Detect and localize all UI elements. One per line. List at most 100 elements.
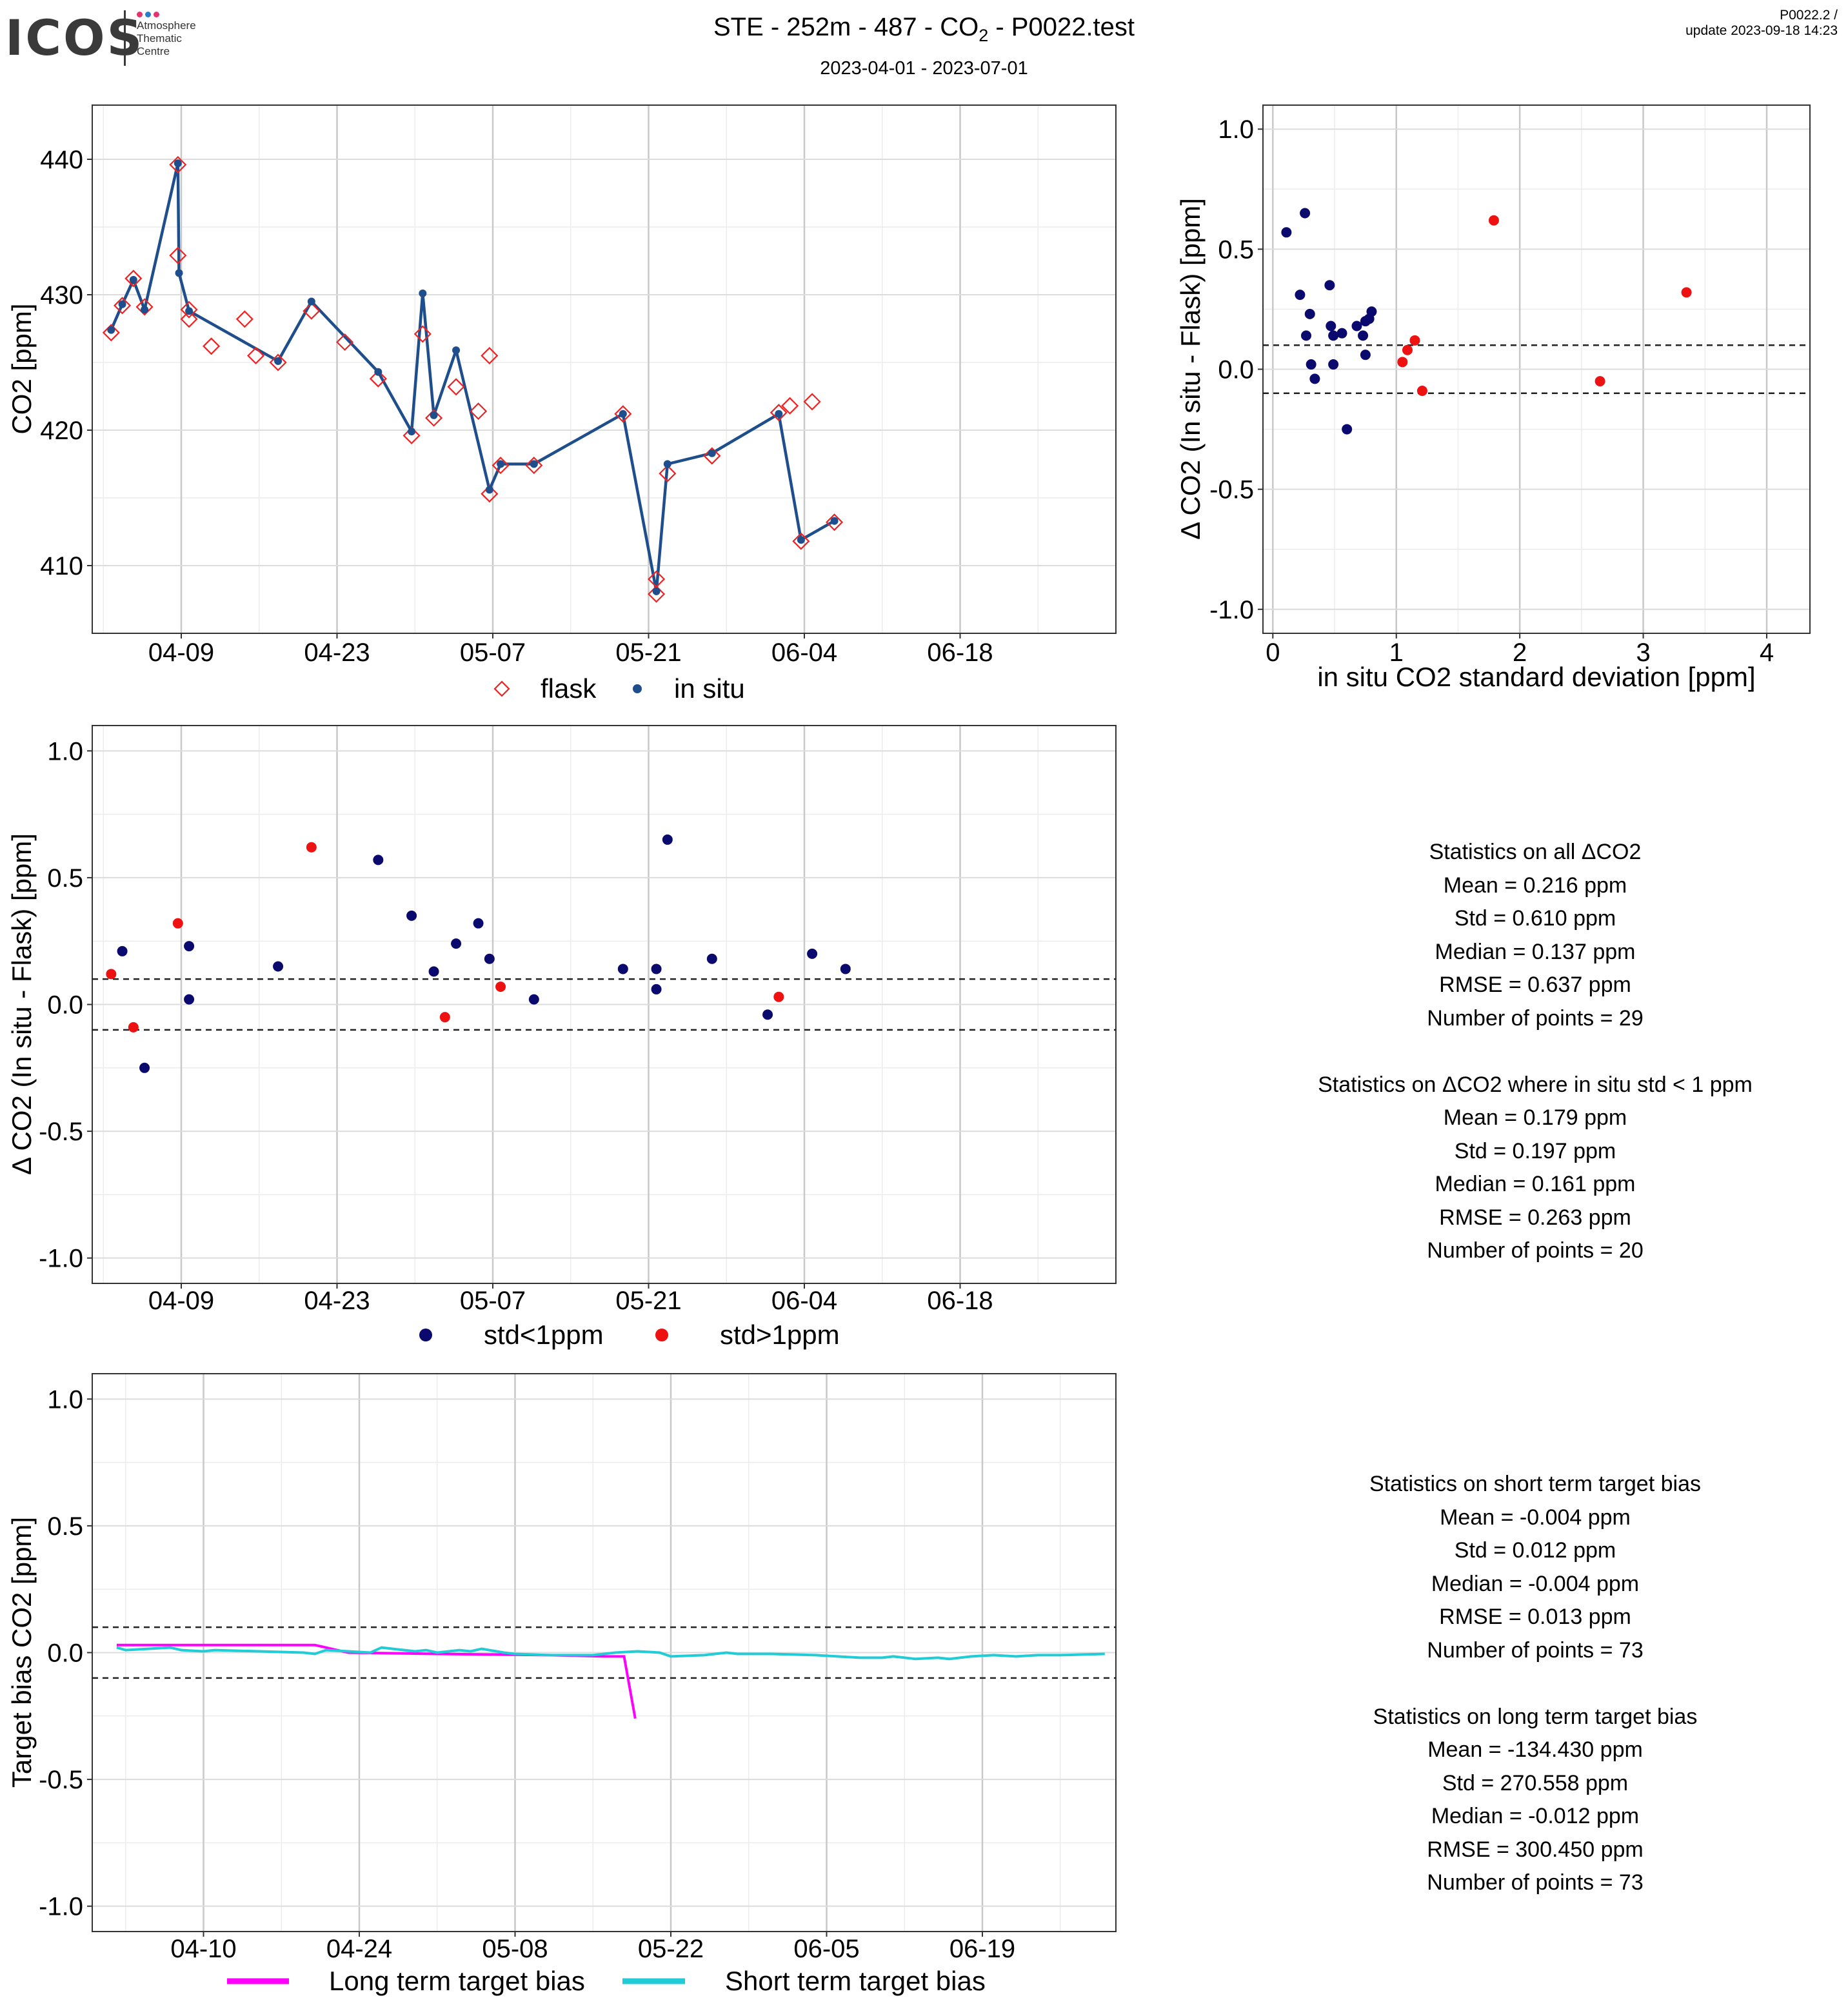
x-tick-label: 04-24 [326,1935,392,1963]
y-tick-label: 0.0 [47,991,83,1020]
std-gt1-point [1402,344,1413,355]
insitu-point [408,428,416,436]
insitu-point [652,587,661,595]
stats-median: Median = 0.137 ppm [1435,939,1636,964]
flask-point [826,513,844,531]
y-tick-label: -1.0 [1209,596,1254,624]
std-lt1-point [1342,424,1353,435]
stats-median: Median = -0.004 ppm [1431,1571,1640,1596]
insitu-point [797,536,805,544]
y-tick-label: -1.0 [39,1245,83,1273]
stats-rmse: RMSE = 300.450 ppm [1427,1837,1644,1862]
stats-mean: Mean = -0.004 ppm [1440,1505,1631,1530]
flask-point [336,333,354,351]
short-bias-line [116,1646,1105,1661]
y-tick-label: 1.0 [47,737,83,766]
flask-point [102,324,120,342]
insitu-point [619,410,627,418]
std-gt1-point [1488,215,1499,226]
flask-point [303,302,321,320]
stats-title: Statistics on long term target bias [1373,1704,1698,1729]
std-lt1-point [1304,308,1315,319]
stats-mean: Mean = -134.430 ppm [1427,1737,1643,1762]
flask-point [614,405,632,423]
std-gt1-point [439,1012,450,1023]
std-lt1-point [1300,330,1311,341]
insitu-point [174,159,182,168]
x-tick-label: 04-10 [170,1935,236,1963]
x-tick-label: 06-05 [793,1935,859,1963]
y-tick-label: 0.0 [47,1639,83,1668]
flask-point [169,155,187,173]
update-label: update 2023-09-18 14:23 [1685,23,1838,38]
flask-point [703,447,721,465]
logo-sub-line: Centre [137,45,170,57]
flask-point [425,409,443,427]
std-lt1-point [1336,328,1347,339]
std-lt1-point [1295,290,1306,301]
logo-sub-line: Atmosphere [137,19,196,32]
flask-point [525,457,543,475]
stats-rmse: RMSE = 0.013 ppm [1439,1605,1631,1629]
x-tick-label: 2 [1513,638,1527,667]
logo-dot-icon [154,12,159,17]
title-subscript: 2 [979,26,989,45]
y-axis-label: Δ CO2 (In situ - Flask) [ppm] [1175,198,1206,540]
insitu-point [663,460,671,468]
std-lt1-point [762,1009,773,1020]
std-gt1-point [1416,386,1427,397]
insitu-point [830,517,839,525]
std-lt1-point [139,1062,150,1073]
insitu-point [185,307,194,315]
flask-point [180,301,198,319]
insitu-point [419,289,427,297]
stats-count: Number of points = 20 [1427,1238,1644,1263]
stats-count: Number of points = 29 [1427,1005,1644,1031]
insitu-point [452,346,461,355]
std-lt1-point [1351,321,1362,331]
std-lt1-point [651,984,662,994]
std-lt1-point [184,994,195,1005]
insitu-point [374,368,383,376]
flask-point [781,397,799,415]
stats-mean: Mean = 0.179 ppm [1443,1105,1627,1130]
legend-std-gt1-symbol [655,1329,668,1341]
y-tick-label: 430 [40,281,83,310]
flask-point [470,402,488,420]
x-tick-label: 4 [1760,638,1774,667]
insitu-point [430,411,438,419]
logo-sub-line: Thematic [137,32,182,44]
x-tick-label: 06-04 [771,638,837,667]
x-tick-label: 05-21 [615,1287,681,1315]
x-tick-label: 06-18 [927,1287,993,1315]
stats-std: Std = 270.558 ppm [1442,1770,1629,1795]
std-lt1-point [451,938,462,949]
stats-title: Statistics on ΔCO2 where in situ std < 1… [1318,1072,1753,1097]
std-lt1-point [484,953,495,964]
legend-std-lt1-label: std<1ppm [484,1320,604,1350]
insitu-point [107,326,115,334]
std-lt1-point [1300,208,1311,219]
flask-point [481,485,499,503]
y-tick-label: -0.5 [39,1118,83,1146]
stats-count: Number of points = 73 [1427,1637,1644,1663]
std-lt1-point [473,918,484,929]
std-gt1-point [306,842,317,853]
insitu-point [708,449,716,457]
x-tick-label: 05-08 [482,1935,548,1963]
stats-title: Statistics on short term target bias [1369,1472,1701,1496]
std-gt1-point [172,918,183,929]
std-lt1-point [807,948,818,959]
insitu-point [530,460,538,468]
legend-insitu-symbol [633,684,642,693]
x-axis-label: in situ CO2 standard deviation [ppm] [1317,662,1755,692]
std-lt1-point [528,994,539,1005]
logo-subtitle: Atmosphere Thematic Centre [137,19,196,58]
std-lt1-point [651,964,662,974]
std-lt1-point [1328,330,1339,341]
legend-flask-label: flask [541,673,597,704]
flask-point [659,464,677,482]
delta-stats-panel: Statistics on all ΔCO2 Mean = 0.216 ppm … [1277,836,1793,1268]
insitu-point [175,269,183,277]
